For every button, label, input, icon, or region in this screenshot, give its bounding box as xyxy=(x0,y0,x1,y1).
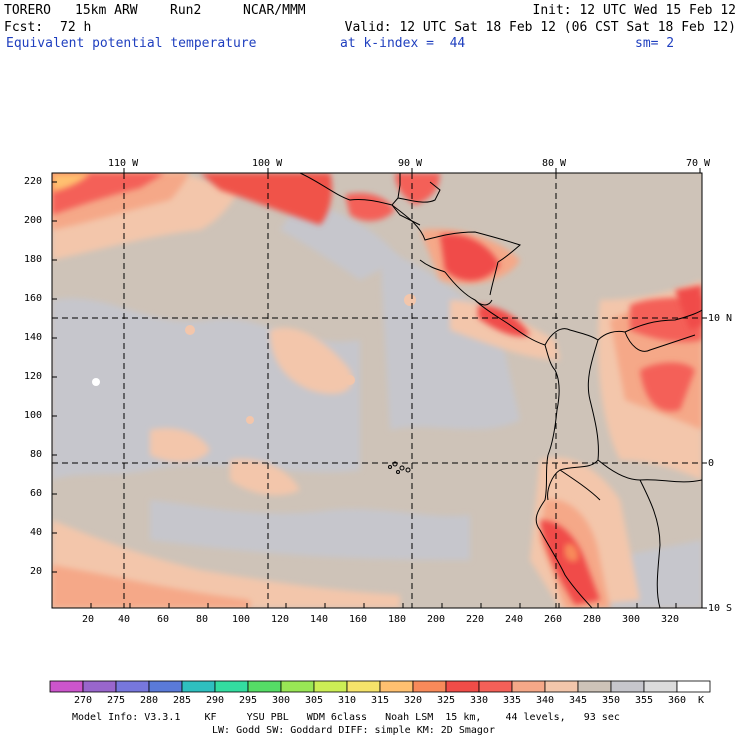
colorbar-swatch xyxy=(346,680,381,693)
lon-label-110w: 110 W xyxy=(108,158,139,169)
x-tick: 300 xyxy=(622,614,641,625)
colorbar-label: 310 xyxy=(338,695,357,706)
y-tick: 40 xyxy=(30,527,43,538)
colorbar-swatch xyxy=(643,680,678,693)
colorbar-label: 335 xyxy=(503,695,522,706)
lat-label-0: 0 xyxy=(708,458,715,469)
colorbar-swatch xyxy=(445,680,480,693)
colorbar-swatch xyxy=(313,680,348,693)
colorbar-swatch xyxy=(379,680,414,693)
model-name: TORERO xyxy=(4,3,51,18)
lat-label-10s: 10 S xyxy=(708,603,733,614)
colorbar-swatch xyxy=(676,680,711,693)
coastlines xyxy=(299,173,702,608)
y-tick: 60 xyxy=(30,488,43,499)
colorbar-swatch xyxy=(544,680,579,693)
colorbar-swatch xyxy=(478,680,513,693)
forecast-label: Fcst: xyxy=(4,20,44,35)
colorbar-label: 345 xyxy=(569,695,588,706)
colorbar-swatch xyxy=(577,680,612,693)
x-tick: 20 xyxy=(82,614,95,625)
colorbar-label: 295 xyxy=(239,695,258,706)
colorbar-label: 355 xyxy=(635,695,654,706)
colorbar-swatch xyxy=(82,680,117,693)
lon-label-90w: 90 W xyxy=(398,158,423,169)
x-tick: 280 xyxy=(583,614,602,625)
x-tick: 260 xyxy=(544,614,563,625)
colorbar-swatch xyxy=(610,680,645,693)
x-tick: 60 xyxy=(157,614,170,625)
field-name: Equivalent potential temperature xyxy=(6,36,257,51)
x-tick: 140 xyxy=(310,614,329,625)
x-tick: 320 xyxy=(661,614,680,625)
colorbar-label: 350 xyxy=(602,695,621,706)
colorbar-swatch xyxy=(181,680,216,693)
colorbar-label: 325 xyxy=(437,695,456,706)
colorbar-swatch xyxy=(247,680,282,693)
run-label: Run2 xyxy=(170,3,202,18)
tick-marks xyxy=(52,168,707,609)
colorbar-label: 285 xyxy=(173,695,192,706)
colorbar-swatch xyxy=(148,680,183,693)
colorbar-swatch xyxy=(115,680,150,693)
colorbar-label: 340 xyxy=(536,695,555,706)
grid-lines xyxy=(52,173,702,608)
y-tick: 160 xyxy=(24,293,43,304)
valid-time: Valid: 12 UTC Sat 18 Feb 12 (06 CST Sat … xyxy=(344,20,736,35)
colorbar xyxy=(49,680,711,693)
colorbar-label: 300 xyxy=(272,695,291,706)
lon-label-80w: 80 W xyxy=(542,158,567,169)
model-info: Model Info: V3.3.1 KF YSU PBL WDM 6class… xyxy=(72,712,620,723)
colorbar-label: 315 xyxy=(371,695,390,706)
colorbar-label: 320 xyxy=(404,695,423,706)
theta-e-field xyxy=(52,173,702,608)
lat-label-10n: 10 N xyxy=(708,313,733,324)
colorbar-swatch xyxy=(412,680,447,693)
x-tick: 240 xyxy=(505,614,524,625)
x-tick: 100 xyxy=(232,614,251,625)
smoothing-info: sm= 2 xyxy=(635,36,675,51)
colorbar-label: 290 xyxy=(206,695,225,706)
colorbar-swatch xyxy=(280,680,315,693)
colorbar-label: 330 xyxy=(470,695,489,706)
colorbar-swatch xyxy=(511,680,546,693)
lon-label-100w: 100 W xyxy=(252,158,283,169)
y-tick: 80 xyxy=(30,449,43,460)
colorbar-swatch xyxy=(49,680,84,693)
map-frame xyxy=(51,172,703,609)
y-tick: 140 xyxy=(24,332,43,343)
physics-info: LW: Godd SW: Goddard DIFF: simple KM: 2D… xyxy=(212,725,495,736)
x-tick: 160 xyxy=(349,614,368,625)
x-tick: 120 xyxy=(271,614,290,625)
lon-label-70w: 70 W xyxy=(686,158,711,169)
y-tick: 200 xyxy=(24,215,43,226)
init-time: Init: 12 UTC Wed 15 Feb 12 xyxy=(532,3,737,18)
y-tick: 180 xyxy=(24,254,43,265)
x-tick: 180 xyxy=(388,614,407,625)
y-tick: 20 xyxy=(30,566,43,577)
colorbar-label: 270 xyxy=(74,695,93,706)
y-tick: 220 xyxy=(24,176,43,187)
y-tick: 120 xyxy=(24,371,43,382)
y-tick: 100 xyxy=(24,410,43,421)
colorbar-swatch xyxy=(214,680,249,693)
forecast-hours: 72 h xyxy=(60,20,92,35)
x-tick: 220 xyxy=(466,614,485,625)
colorbar-label: 280 xyxy=(140,695,159,706)
level-info: at k-index = 44 xyxy=(340,36,466,51)
colorbar-unit: K xyxy=(698,695,705,706)
x-tick: 40 xyxy=(118,614,131,625)
resolution: 15km ARW xyxy=(75,3,138,18)
x-tick: 200 xyxy=(427,614,446,625)
colorbar-label: 275 xyxy=(107,695,126,706)
colorbar-label: 305 xyxy=(305,695,324,706)
colorbar-label: 360 xyxy=(668,695,687,706)
organization: NCAR/MMM xyxy=(243,3,306,18)
x-tick: 80 xyxy=(196,614,209,625)
